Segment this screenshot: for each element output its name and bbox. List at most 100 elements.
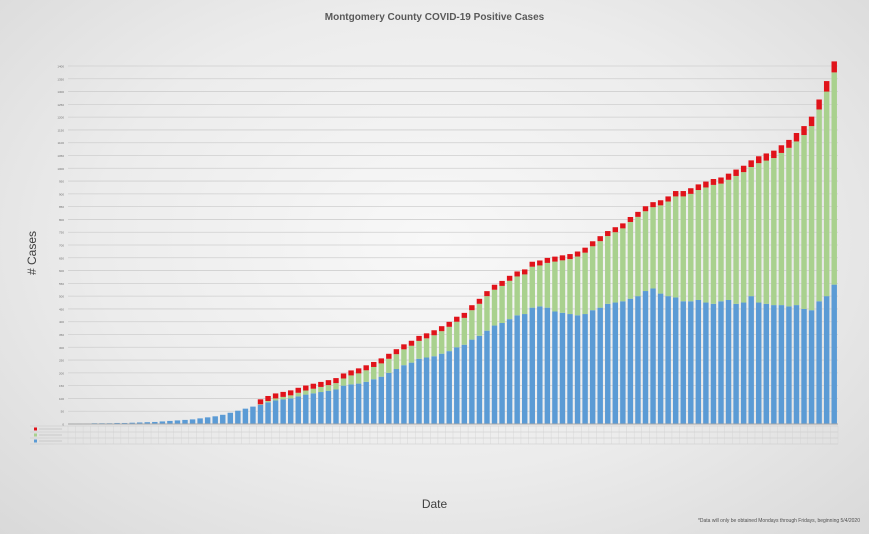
bar-series-3 xyxy=(559,255,566,261)
bar-series-3 xyxy=(816,99,822,110)
bar-series-2 xyxy=(499,285,505,323)
bar-series-1 xyxy=(340,385,347,424)
bar-series-2 xyxy=(408,345,415,363)
bar-series-2 xyxy=(552,261,558,312)
bar-series-2 xyxy=(756,163,762,303)
bar-series-3 xyxy=(589,241,596,247)
chart-title: Montgomery County COVID-19 Positive Case… xyxy=(324,12,545,23)
bar-series-2 xyxy=(446,326,452,352)
bar-series-2 xyxy=(529,266,535,308)
bar-series-2 xyxy=(748,167,754,297)
bar-series-2 xyxy=(355,373,362,384)
bar-series-3 xyxy=(325,380,332,386)
bar-series-1 xyxy=(823,296,830,424)
bar-series-3 xyxy=(635,211,641,217)
bar-series-1 xyxy=(544,307,551,424)
bar-series-1 xyxy=(740,302,747,424)
bar-series-1 xyxy=(348,384,354,424)
bar-series-3 xyxy=(438,326,445,332)
bar-series-3 xyxy=(287,390,294,396)
footnote: *Data will only be obtained Mondays thro… xyxy=(697,518,860,524)
bar-series-1 xyxy=(688,301,694,424)
y-tick-label: 600 xyxy=(59,269,64,273)
bar-series-2 xyxy=(801,135,807,309)
bar-series-1 xyxy=(657,293,664,424)
bar-series-1 xyxy=(423,357,430,424)
bar-series-3 xyxy=(476,298,483,304)
y-tick-label: 650 xyxy=(59,256,64,260)
bar-series-1 xyxy=(121,422,128,424)
bar-series-1 xyxy=(778,305,785,424)
bar-series-2 xyxy=(371,366,377,380)
bar-series-2 xyxy=(635,216,641,297)
bar-series-3 xyxy=(280,391,286,397)
bar-series-1 xyxy=(355,383,362,424)
bar-series-2 xyxy=(650,207,656,289)
bar-series-1 xyxy=(771,305,777,424)
bar-series-1 xyxy=(318,392,324,424)
bar-series-1 xyxy=(469,339,475,424)
bar-series-3 xyxy=(295,387,301,393)
bar-series-1 xyxy=(748,296,754,424)
bar-series-2 xyxy=(718,183,724,302)
y-tick-label: 250 xyxy=(59,359,64,363)
bar-series-2 xyxy=(295,392,301,397)
bar-series-3 xyxy=(348,370,354,376)
bar-series-1 xyxy=(235,410,241,424)
bar-series-1 xyxy=(725,299,732,424)
bar-series-1 xyxy=(627,298,634,424)
bar-series-3 xyxy=(672,191,679,197)
bar-series-1 xyxy=(393,369,400,424)
x-axis-title: Date xyxy=(421,497,448,511)
bar-series-3 xyxy=(272,393,279,399)
bar-series-3 xyxy=(574,251,581,257)
bar-series-3 xyxy=(786,139,792,148)
y-tick-label: 500 xyxy=(59,295,64,299)
bar-series-3 xyxy=(529,261,535,267)
y-tick-label: 1050 xyxy=(57,154,64,158)
y-tick-label: 1150 xyxy=(58,128,65,132)
bar-series-1 xyxy=(144,422,150,424)
bar-series-3 xyxy=(793,132,800,142)
data-table xyxy=(30,425,839,445)
y-tick-label: 1400 xyxy=(57,65,64,69)
bar-series-3 xyxy=(363,365,369,371)
bar-series-3 xyxy=(695,184,702,191)
bar-series-3 xyxy=(431,330,437,336)
bar-series-3 xyxy=(620,223,626,229)
bar-series-3 xyxy=(756,156,762,164)
bar-series-1 xyxy=(333,389,339,424)
bar-series-3 xyxy=(703,181,709,188)
bar-series-1 xyxy=(801,308,807,424)
bar-series-3 xyxy=(808,116,815,127)
bar-series-2 xyxy=(597,241,603,308)
bar-series-2 xyxy=(559,260,566,313)
bar-series-3 xyxy=(514,271,520,277)
bar-series-1 xyxy=(438,353,445,424)
bar-series-1 xyxy=(582,314,588,424)
bar-series-2 xyxy=(605,236,611,304)
bar-series-1 xyxy=(816,301,822,424)
bar-series-3 xyxy=(771,150,777,159)
y-tick-label: 200 xyxy=(59,371,64,375)
y-tick-label: 950 xyxy=(59,180,64,184)
bar-series-3 xyxy=(733,169,739,176)
bar-series-2 xyxy=(333,383,339,390)
bar-series-1 xyxy=(718,301,724,424)
bar-series-1 xyxy=(295,396,301,424)
bar-series-2 xyxy=(431,335,437,357)
bar-series-1 xyxy=(461,344,468,424)
y-tick-label: 0 xyxy=(62,423,64,427)
bar-series-1 xyxy=(152,421,158,424)
bar-series-1 xyxy=(159,421,166,424)
bar-series-3 xyxy=(544,257,551,263)
bar-series-1 xyxy=(303,394,309,424)
bar-series-1 xyxy=(167,420,173,424)
bar-series-3 xyxy=(801,126,807,136)
bar-series-2 xyxy=(363,370,369,382)
bar-series-1 xyxy=(257,404,264,424)
bar-series-2 xyxy=(287,395,294,399)
bar-series-1 xyxy=(559,312,566,424)
bar-series-1 xyxy=(212,416,218,424)
